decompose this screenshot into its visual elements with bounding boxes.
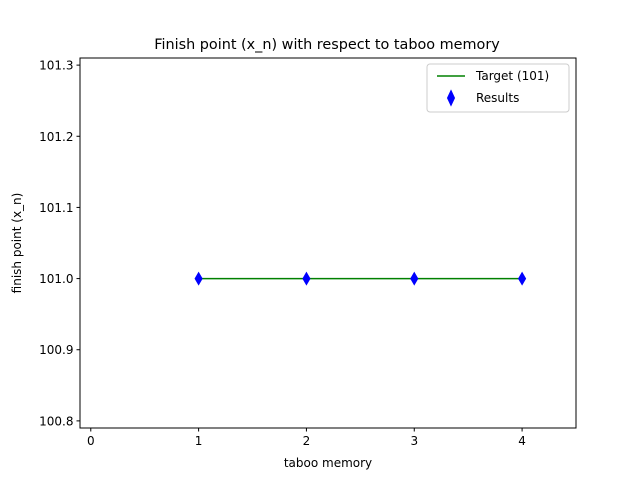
y-tick-label: 101.2 (39, 130, 73, 144)
chart-title: Finish point (x_n) with respect to taboo… (154, 37, 500, 53)
legend-item-target: Target (101) (437, 69, 549, 83)
y-tick-label: 101.3 (39, 59, 73, 73)
y-axis: 100.8 100.9 101.0 101.1 101.2 101.3 (39, 59, 80, 428)
x-tick-label: 1 (195, 434, 203, 448)
y-tick-label: 100.8 (39, 414, 73, 428)
x-axis-label: taboo memory (284, 456, 372, 470)
x-tick-label: 3 (410, 434, 418, 448)
legend-label-target: Target (101) (475, 69, 549, 83)
y-tick-label: 101.1 (39, 201, 73, 215)
y-tick-label: 101.0 (39, 272, 73, 286)
y-tick-label: 100.9 (39, 343, 73, 357)
x-axis: 0 1 2 3 4 (87, 428, 526, 448)
result-point (302, 271, 311, 286)
x-tick-label: 0 (87, 434, 95, 448)
plot-area (79, 57, 577, 429)
x-tick-label: 4 (518, 434, 526, 448)
plot-frame (79, 57, 577, 429)
series-layer (194, 271, 527, 286)
y-axis-label: finish point (x_n) (10, 193, 24, 294)
plot-background (80, 58, 576, 428)
legend-marker-swatch (446, 89, 456, 107)
x-tick-label: 2 (303, 434, 311, 448)
legend-label-results: Results (476, 91, 519, 105)
result-point (410, 271, 419, 286)
result-point (194, 271, 203, 286)
legend: Target (101) Results (426, 63, 570, 113)
legend-item-results: Results (446, 89, 519, 107)
result-point (518, 271, 527, 286)
